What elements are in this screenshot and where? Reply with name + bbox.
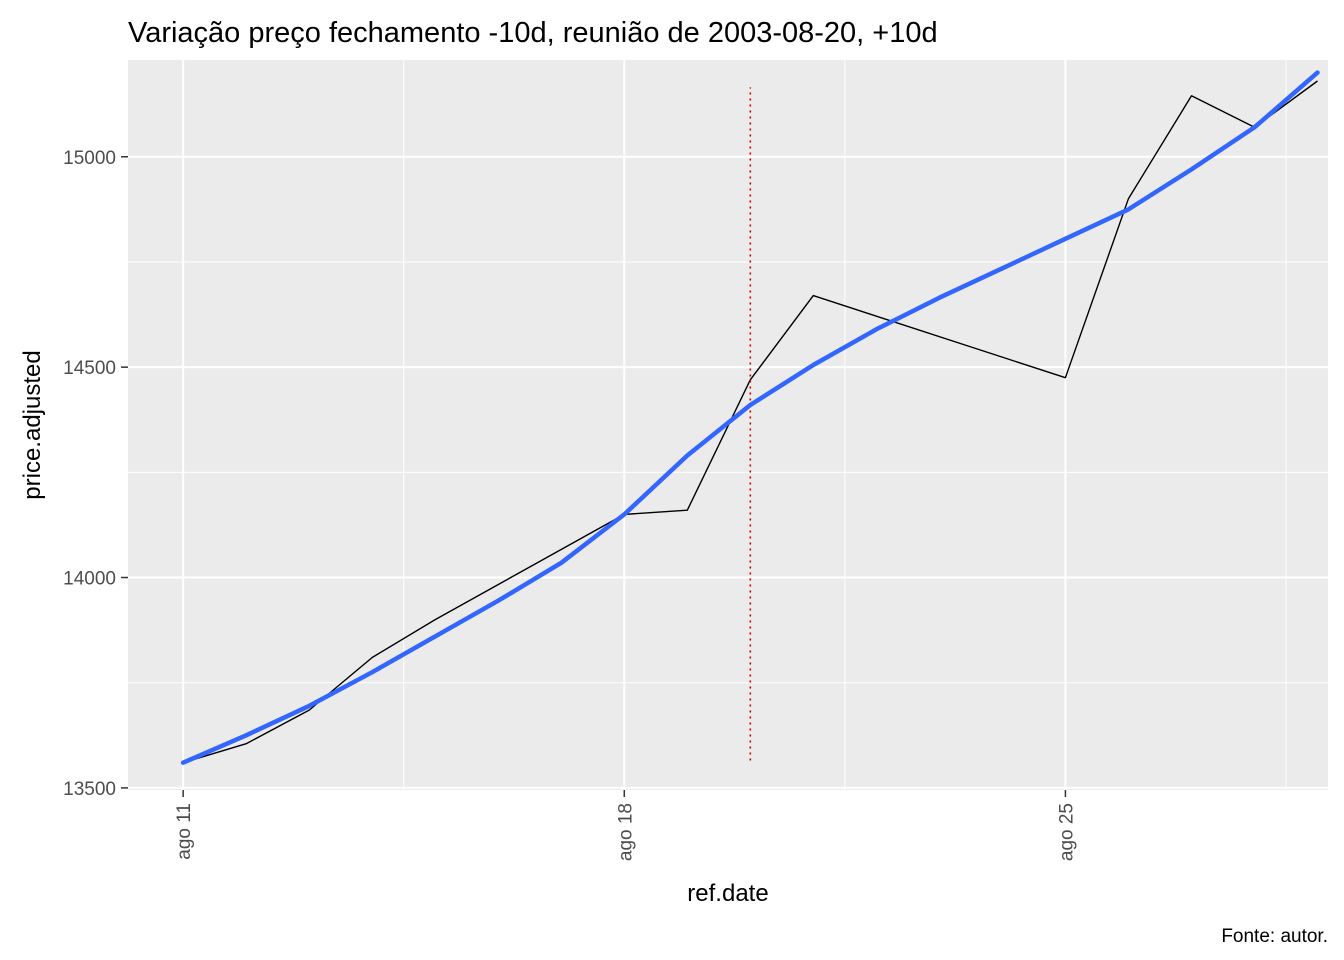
y-tick-label: 14000 bbox=[63, 569, 116, 590]
x-axis-title: ref.date bbox=[687, 880, 768, 907]
series-layer bbox=[180, 70, 1320, 765]
caption: Fonte: autor. bbox=[1221, 926, 1328, 947]
y-axis-title: price.adjusted bbox=[19, 350, 46, 499]
y-axis: 13500 14000 14500 15000 bbox=[63, 148, 128, 800]
x-tick-label: ago 11 bbox=[174, 803, 195, 860]
y-tick-label: 13500 bbox=[63, 779, 116, 800]
x-tick-label: ago 25 bbox=[1056, 803, 1077, 861]
smooth-trend-line bbox=[180, 70, 1320, 765]
major-gridlines bbox=[128, 60, 1328, 790]
x-tick-label: ago 18 bbox=[615, 803, 636, 861]
minor-gridlines bbox=[128, 60, 1328, 790]
y-tick-label: 14500 bbox=[63, 358, 116, 379]
x-axis: ago 11 ago 18 ago 25 bbox=[174, 790, 1077, 861]
chart-title: Variação preço fechamento -10d, reunião … bbox=[128, 17, 938, 49]
y-tick-label: 15000 bbox=[63, 148, 116, 169]
